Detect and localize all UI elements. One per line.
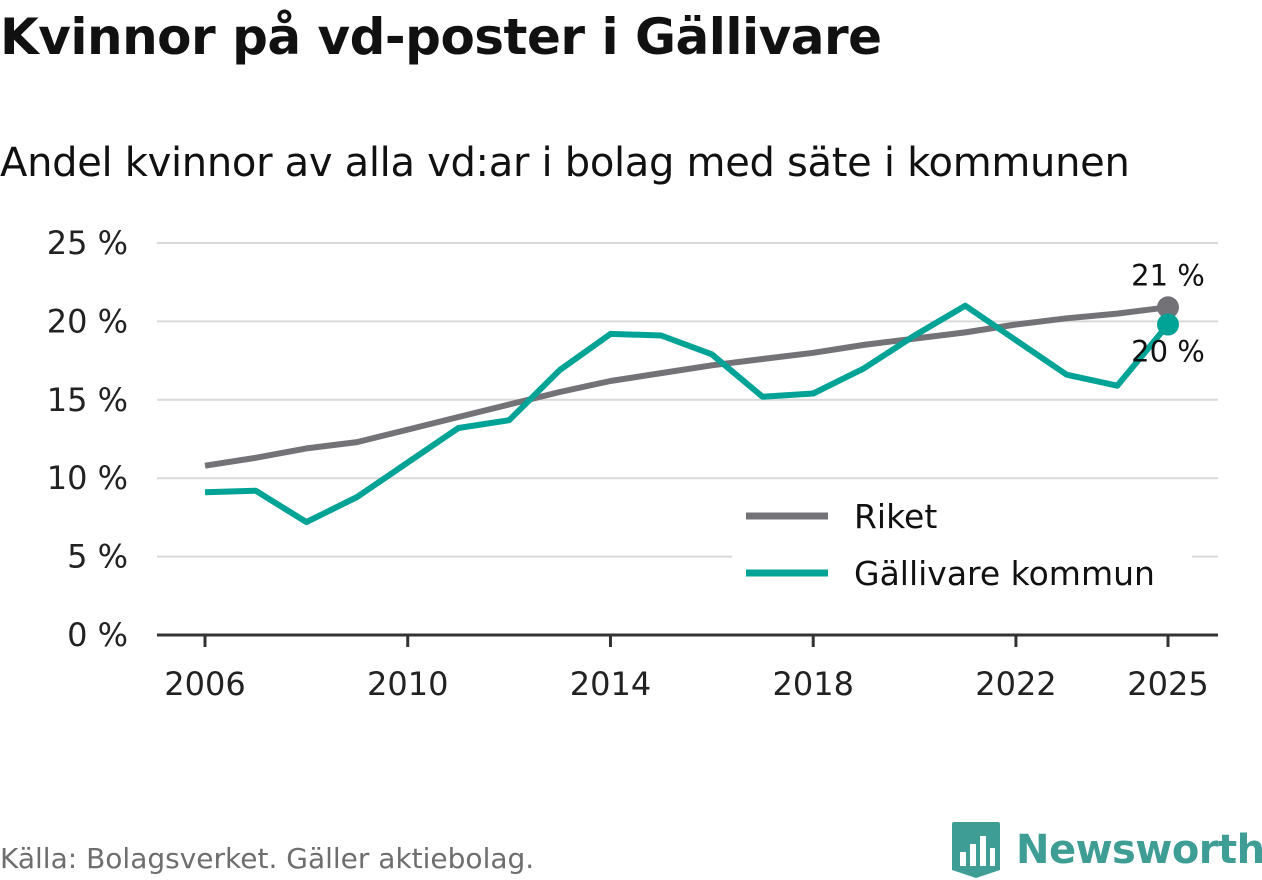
y-tick-label: 20 % <box>47 302 128 340</box>
x-axis: 2006 2010 2014 2018 2022 2025 <box>157 633 1218 703</box>
brand-name: Newsworthy <box>1016 827 1262 873</box>
y-tick-label: 0 % <box>67 616 128 654</box>
x-tick-label: 2025 <box>1127 665 1208 703</box>
source-note: Källa: Bolagsverket. Gäller aktiebolag. <box>0 842 535 875</box>
y-tick-label: 10 % <box>47 459 128 497</box>
end-markers: 21 % 20 % <box>1131 258 1205 368</box>
x-tick-label: 2018 <box>772 665 853 703</box>
y-tick-label: 5 % <box>67 538 128 576</box>
series-end-label: 20 % <box>1131 335 1205 369</box>
y-tick-label: 25 % <box>47 224 128 262</box>
series-end-marker <box>1157 296 1179 319</box>
x-tick-label: 2006 <box>164 665 245 703</box>
newsworthy-logo-icon <box>952 822 1000 878</box>
series-end-marker <box>1157 313 1179 336</box>
line-chart: 0 %5 %10 %15 %20 %25 % 2006 2010 2014 2018 2… <box>47 224 1218 703</box>
x-tick-label: 2022 <box>975 665 1056 703</box>
y-tick-label: 15 % <box>47 381 128 419</box>
y-axis: 0 % 5 % 10 % 15 % 20 % 25 % <box>47 224 128 654</box>
series-line <box>204 304 1169 469</box>
series-line <box>204 302 1171 526</box>
brand-logo: Newsworthy <box>950 820 1262 880</box>
legend-label: Riket <box>854 497 937 536</box>
chart-title: Kvinnor på vd-poster i Gällivare <box>0 8 882 66</box>
legend-background <box>732 488 1192 608</box>
legend: Riket Gällivare kommun <box>732 488 1192 608</box>
series-lines <box>204 302 1171 526</box>
x-tick-label: 2014 <box>570 665 651 703</box>
legend-label: Gällivare kommun <box>854 554 1155 593</box>
series-end-label: 21 % <box>1131 258 1205 292</box>
x-tick-label: 2010 <box>367 665 448 703</box>
chart-subtitle: Andel kvinnor av alla vd:ar i bolag med … <box>0 140 1130 186</box>
